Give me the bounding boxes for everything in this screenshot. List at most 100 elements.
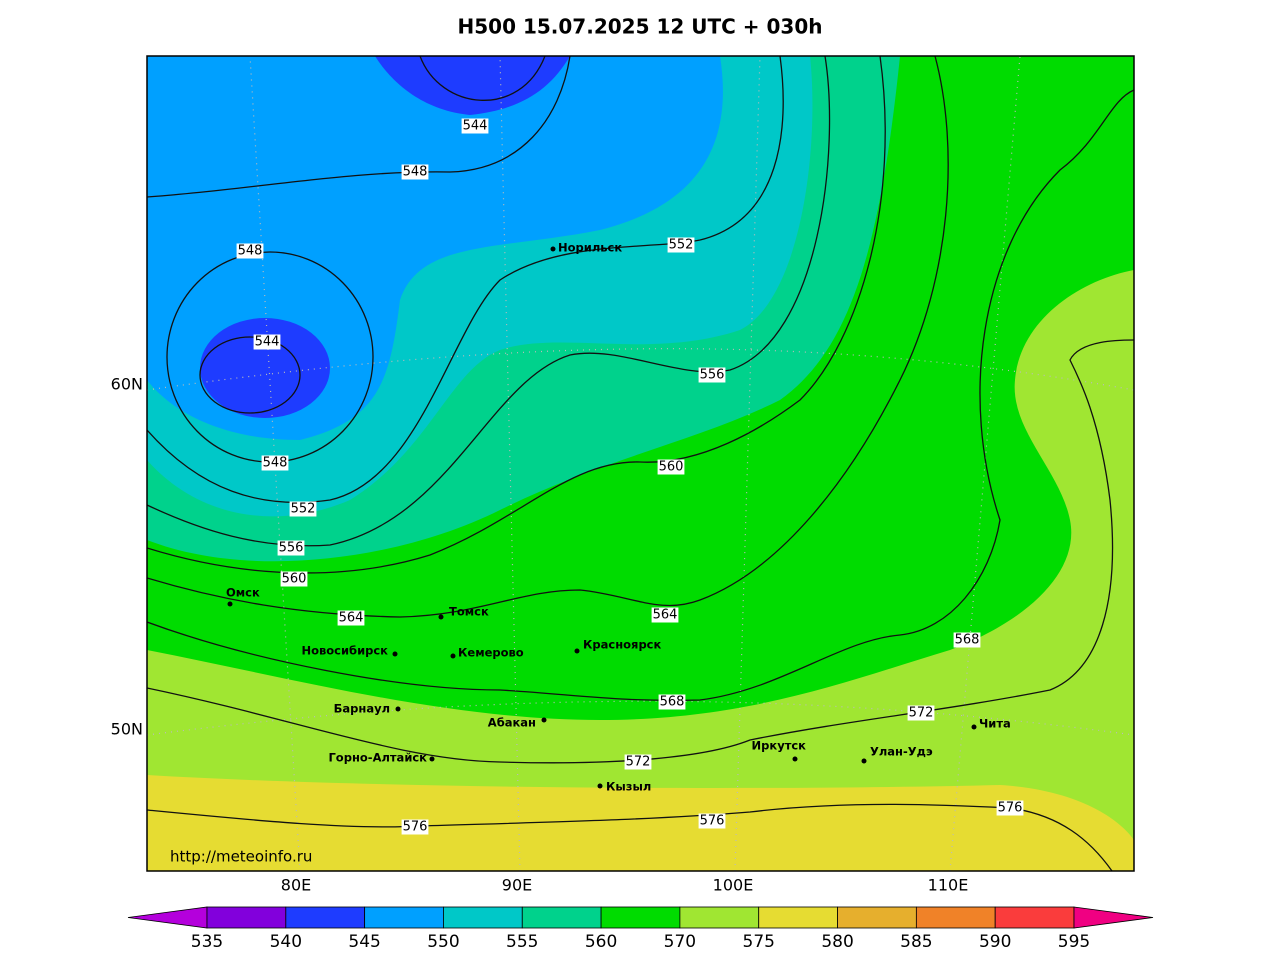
contour-label-bg xyxy=(401,819,429,835)
contour-label: 556 xyxy=(279,541,304,556)
colorbar-segment xyxy=(364,906,444,929)
city-dot xyxy=(227,601,233,607)
colorbar-label: 535 xyxy=(191,932,223,952)
contour-labels: 544 548 548 544 548 552 556 560 564 552 556 560 564 5… xyxy=(236,118,1024,835)
contour-label-bg xyxy=(657,459,685,475)
colorbar-label: 590 xyxy=(979,932,1011,952)
city-dot xyxy=(438,614,444,620)
fill-575 xyxy=(147,775,1134,871)
city-dot xyxy=(861,758,867,764)
contour-label-bg xyxy=(289,501,317,517)
city-name: Кызыл xyxy=(606,780,651,794)
contour-label-bg xyxy=(401,164,429,180)
city-dot xyxy=(450,653,456,659)
contour-label-bg xyxy=(996,800,1024,816)
contour-label: 568 xyxy=(955,633,980,648)
contour xyxy=(147,89,1134,701)
contour-label: 556 xyxy=(700,368,725,383)
contour xyxy=(147,56,571,198)
colorbar-label: 570 xyxy=(664,932,696,952)
contour-label-bg xyxy=(461,118,489,134)
colorbar-segment xyxy=(206,906,287,929)
colorbar-label: 550 xyxy=(427,932,459,952)
contour-label: 548 xyxy=(238,244,263,259)
colorbar-label: 540 xyxy=(270,932,302,952)
contour-label-bg xyxy=(337,610,365,626)
contour-label-bg xyxy=(253,334,281,350)
city-name: Улан-Удэ xyxy=(870,745,933,759)
contour-label: 564 xyxy=(339,611,364,626)
title: H500 15.07.2025 12 UTC + 030h xyxy=(458,15,823,39)
colorbar-label: 595 xyxy=(1058,932,1090,952)
lat-label: 50N xyxy=(111,720,143,739)
contour-label: 576 xyxy=(403,820,428,835)
colorbar-label: 560 xyxy=(585,932,617,952)
colorbar-segment xyxy=(758,906,838,929)
colorbar-under xyxy=(127,906,208,929)
lon-label: 100E xyxy=(713,876,754,895)
cities: Норильск Омск Томск Новосибирск Кемерово Крас… xyxy=(226,241,1011,794)
lon-label: 80E xyxy=(281,876,311,895)
city-name: Красноярск xyxy=(583,638,661,652)
contour-label: 564 xyxy=(653,608,678,623)
contour-label-bg xyxy=(907,705,935,721)
city-name: Горно-Алтайск xyxy=(328,751,427,765)
contour-label-bg xyxy=(698,367,726,383)
colorbar-label: 575 xyxy=(743,932,775,952)
city-dot xyxy=(395,706,401,712)
colorbar-segment xyxy=(443,906,523,929)
fill-540 xyxy=(375,56,570,115)
contour-label: 560 xyxy=(659,460,684,475)
colorbar-segment xyxy=(994,906,1075,929)
contour-label: 552 xyxy=(291,502,316,517)
city-dot xyxy=(574,648,580,654)
contour-label-bg xyxy=(651,607,679,623)
colorbar-segment xyxy=(915,906,996,929)
contour-label: 576 xyxy=(700,814,725,829)
fill-540 xyxy=(200,318,330,418)
contour-label: 576 xyxy=(998,801,1023,816)
colorbar-over xyxy=(1073,906,1154,929)
contour-label-bg xyxy=(624,754,652,770)
city-name: Томск xyxy=(449,605,489,619)
city-name: Барнаул xyxy=(334,702,390,716)
colorbar-label: 585 xyxy=(900,932,932,952)
contour-label-bg xyxy=(667,237,695,253)
city-name: Чита xyxy=(979,717,1011,731)
contour-label-bg xyxy=(698,813,726,829)
contour-label: 548 xyxy=(403,165,428,180)
contour-label: 544 xyxy=(463,119,488,134)
map: 544 548 548 544 548 552 556 560 564 552 556 560 564 5… xyxy=(147,56,1134,871)
contour xyxy=(147,56,784,504)
colorbar-segment xyxy=(837,906,917,929)
colorbar-segment xyxy=(285,906,366,929)
colorbar-segment xyxy=(600,906,681,929)
colorbar-segment xyxy=(521,906,602,929)
city-dot xyxy=(541,717,547,723)
contour-label: 572 xyxy=(909,706,934,721)
city-name: Омск xyxy=(226,586,260,600)
contour-label: 548 xyxy=(263,456,288,471)
city-dot xyxy=(429,756,435,762)
contour-label-bg xyxy=(236,243,264,259)
contour xyxy=(147,56,886,574)
contour-label: 560 xyxy=(282,572,307,587)
contour xyxy=(419,56,546,101)
contour-label: 552 xyxy=(669,238,694,253)
credit: http://meteoinfo.ru xyxy=(170,848,312,866)
city-dot xyxy=(597,783,603,789)
fill-570 xyxy=(147,270,1134,871)
city-name: Кемерово xyxy=(458,646,524,660)
contour-label-bg xyxy=(953,632,981,648)
contour-label: 544 xyxy=(255,335,280,350)
city-name: Иркутск xyxy=(752,739,807,753)
colorbar-segment xyxy=(679,906,760,929)
city-name: Абакан xyxy=(488,716,536,730)
contour-label-bg xyxy=(658,694,686,710)
city-dot xyxy=(550,246,556,252)
contour-label-bg xyxy=(261,455,289,471)
lat-label: 60N xyxy=(111,375,143,394)
contour-label-bg xyxy=(280,571,308,587)
city-name: Норильск xyxy=(558,241,622,255)
